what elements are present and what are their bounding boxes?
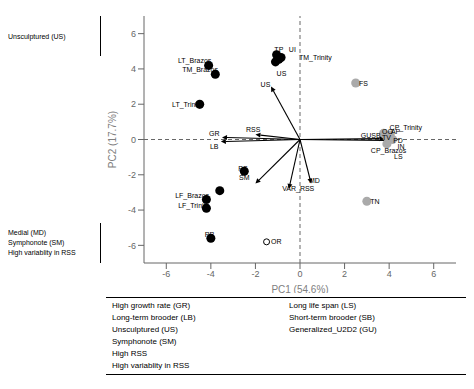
svg-text:-2: -2: [128, 170, 136, 180]
html-text:High RSS: High RSS: [112, 349, 148, 358]
svg-text:PC2 (17.7%): PC2 (17.7%): [107, 111, 118, 168]
svg-text:AP: AP: [390, 128, 401, 136]
svg-text:LT_Trinity: LT_Trinity: [172, 101, 203, 109]
svg-text:TV: TV: [382, 134, 391, 141]
svg-text:LB: LB: [210, 143, 219, 150]
svg-text:VAR_RSS: VAR_RSS: [282, 185, 314, 193]
html-text:High variablity in RSS: High variablity in RSS: [8, 249, 76, 256]
svg-text:6: 6: [431, 269, 436, 279]
html-text:High variablity in RSS: High variablity in RSS: [112, 361, 190, 370]
svg-text:GR: GR: [209, 130, 220, 137]
svg-text:PC1 (54.6%): PC1 (54.6%): [271, 284, 328, 293]
svg-text:US: US: [261, 81, 271, 88]
svg-text:CP_Brazos: CP_Brazos: [370, 146, 407, 154]
svg-text:UI: UI: [289, 46, 296, 53]
html-text:Medial (MD): Medial (MD): [8, 229, 47, 236]
svg-text:2: 2: [342, 269, 347, 279]
html-text:Long life span (LS): Long life span (LS): [289, 301, 357, 310]
svg-text:TM_Brazos: TM_Brazos: [182, 66, 218, 74]
svg-text:SM: SM: [239, 174, 250, 181]
svg-text:-6: -6: [162, 269, 170, 279]
svg-text:TP: TP: [274, 46, 283, 53]
svg-text:TM_Trinity: TM_Trinity: [299, 54, 332, 62]
svg-text:SB: SB: [371, 132, 381, 139]
svg-text:FS: FS: [359, 80, 368, 87]
html-text:Symphonote (SM): Symphonote (SM): [8, 239, 65, 246]
html-text:Unsculptured (US): Unsculptured (US): [112, 325, 178, 334]
svg-text:2: 2: [131, 99, 136, 109]
svg-text:US: US: [277, 70, 287, 77]
html-text:Short-term brooder (SB): Short-term brooder (SB): [289, 313, 375, 322]
svg-text:-4: -4: [207, 269, 215, 279]
svg-text:4: 4: [387, 269, 392, 279]
svg-text:GU: GU: [361, 132, 372, 139]
svg-text:PD: PD: [393, 137, 403, 145]
svg-text:0: 0: [131, 135, 136, 145]
html-text:Generalized_U2D2 (GU): Generalized_U2D2 (GU): [289, 325, 377, 334]
svg-text:OR: OR: [271, 238, 282, 245]
svg-text:0: 0: [297, 269, 302, 279]
svg-text:RSS: RSS: [246, 126, 261, 133]
svg-text:LT_Brazos: LT_Brazos: [178, 57, 212, 65]
svg-text:PP: PP: [205, 231, 215, 238]
svg-text:-2: -2: [251, 269, 259, 279]
html-text:High growth rate (GR): High growth rate (GR): [112, 301, 191, 310]
svg-text:LF_Brazos: LF_Brazos: [175, 192, 209, 200]
svg-text:-6: -6: [128, 241, 136, 251]
html-text:Unsculptured (US): Unsculptured (US): [8, 32, 66, 40]
svg-text:PS: PS: [238, 165, 248, 172]
svg-text:TN: TN: [370, 198, 379, 205]
svg-text:CP_Trinity: CP_Trinity: [390, 124, 423, 132]
svg-text:MD: MD: [309, 177, 320, 184]
svg-text:LS: LS: [394, 153, 403, 160]
svg-text:-4: -4: [128, 205, 136, 215]
svg-text:6: 6: [131, 29, 136, 39]
svg-text:LF_Trinity: LF_Trinity: [178, 202, 209, 210]
svg-text:4: 4: [131, 64, 136, 74]
html-text:Symphonote (SM): Symphonote (SM): [112, 337, 177, 346]
html-text:Long-term brooder (LB): Long-term brooder (LB): [112, 313, 196, 322]
